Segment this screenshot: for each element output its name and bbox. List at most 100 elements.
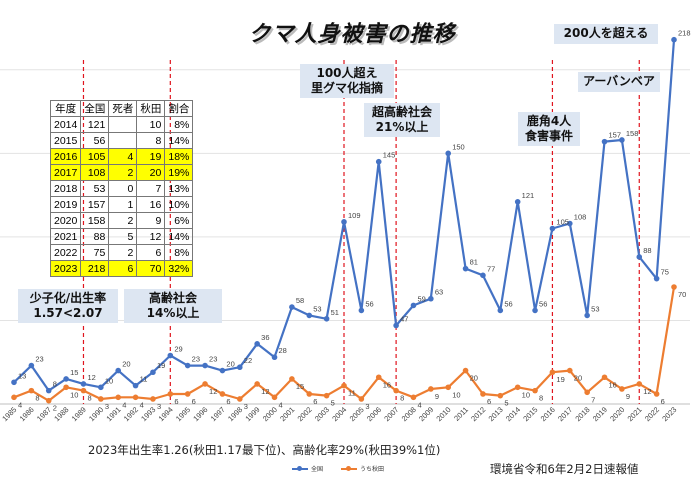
data-label-national: 105	[556, 218, 569, 227]
legend-label-national: 全国	[311, 466, 324, 473]
x-tick-label: 1985	[0, 405, 18, 423]
callout-urban-bear: アーバンベア	[578, 72, 660, 92]
cell-total: 88	[80, 228, 110, 245]
data-label-akita: 4	[122, 400, 126, 409]
cell-year: 2015	[49, 132, 82, 149]
x-tick-label: 2020	[608, 405, 626, 423]
data-label-akita: 9	[626, 392, 630, 401]
data-point-akita	[150, 396, 156, 402]
table-row: 2016 105 4 19 18%	[49, 148, 194, 165]
data-label-national: 20	[226, 360, 234, 369]
data-point-akita	[115, 394, 122, 401]
x-axis: 1985 1986 1987 1988 1989 1990 1991 1992 1993 1994…	[0, 405, 678, 423]
cell-akita: 16	[136, 196, 166, 213]
header-akita: 秋田	[136, 100, 166, 117]
cell-ratio: 13%	[164, 180, 194, 197]
source-note: 環境省令和6年2月2日速報値	[490, 462, 639, 476]
data-point-national	[306, 312, 313, 319]
data-point-national	[566, 220, 573, 227]
data-label-akita: 6	[192, 397, 196, 406]
data-label-national: 157	[609, 131, 622, 140]
data-label-akita: 12	[643, 387, 651, 396]
data-point-national	[549, 225, 556, 232]
chart-title: クマ人身被害の推移	[248, 22, 456, 47]
callout-super-aged: 超高齢社会 21%以上	[364, 103, 440, 137]
stats-table: 年度 全国 死者 秋田 割合 2014 121 10 8% 2015 56 8 14% 2016…	[49, 100, 194, 277]
data-label-akita: 19	[556, 375, 564, 384]
data-label-national: 77	[487, 264, 495, 273]
data-label-akita: 8	[87, 394, 91, 403]
table-row: 2021 88 5 12 14%	[49, 228, 194, 245]
cell-ratio: 8%	[164, 116, 194, 133]
data-label-akita: 4	[279, 400, 283, 409]
data-point-akita	[167, 391, 174, 397]
data-point-national	[497, 307, 504, 314]
data-point-akita	[63, 384, 69, 391]
x-tick-label: 2015	[521, 405, 539, 423]
x-tick-label: 1989	[70, 405, 88, 423]
x-tick-label: 2005	[348, 405, 366, 423]
x-tick-label: 2017	[556, 405, 574, 423]
data-point-national	[289, 304, 295, 310]
cell-total: 108	[80, 164, 110, 181]
table-row: 2018 53 0 7 13%	[49, 180, 194, 197]
data-label-akita: 8	[539, 394, 543, 403]
data-label-national: 75	[661, 268, 669, 277]
data-label-akita: 6	[226, 397, 230, 406]
cell-deaths: 0	[108, 180, 138, 197]
data-label-akita: 5	[331, 399, 335, 408]
cell-deaths: 1	[108, 196, 138, 213]
data-label-akita: 20	[574, 374, 582, 383]
data-label-national: 108	[574, 213, 587, 222]
cell-total: 121	[80, 116, 110, 133]
data-label-akita: 3	[157, 402, 161, 411]
cell-ratio: 18%	[164, 148, 194, 165]
x-tick-label: 2021	[626, 405, 644, 423]
data-point-akita	[549, 369, 556, 376]
data-point-akita	[375, 374, 382, 381]
data-label-national: 58	[296, 296, 304, 305]
data-point-national	[323, 315, 330, 322]
table-row: 2014 121 10 8%	[49, 116, 194, 133]
data-point-national	[45, 387, 52, 394]
cell-akita: 9	[136, 212, 166, 229]
data-label-national: 23	[192, 355, 200, 364]
data-point-national	[254, 341, 260, 347]
data-point-akita	[28, 387, 35, 394]
data-point-national	[601, 138, 608, 145]
cell-total: 157	[80, 196, 110, 213]
data-point-national	[271, 354, 278, 361]
cell-year: 2020	[49, 212, 82, 229]
data-label-national: 150	[452, 142, 465, 151]
data-label-akita: 5	[504, 399, 508, 408]
cell-deaths: 5	[108, 228, 138, 245]
data-point-national	[584, 312, 590, 319]
x-tick-label: 2000	[261, 405, 279, 423]
data-label-national: 56	[539, 299, 547, 308]
data-label-akita: 70	[678, 290, 686, 299]
data-point-national	[462, 265, 469, 272]
cell-akita: 8	[136, 132, 166, 149]
data-label-national: 11	[140, 375, 148, 384]
cell-akita: 7	[136, 180, 166, 197]
cell-year: 2023	[49, 260, 82, 277]
data-label-akita: 6	[313, 397, 317, 406]
x-tick-label: 1987	[35, 405, 53, 423]
data-point-national	[184, 362, 191, 369]
data-label-national: 121	[522, 191, 535, 200]
data-point-national	[428, 295, 434, 302]
x-tick-label: 2023	[660, 405, 678, 423]
data-point-national	[11, 379, 17, 386]
legend-swatch-akita	[341, 465, 358, 471]
data-label-national: 59	[417, 294, 425, 303]
data-label-national: 63	[435, 288, 443, 297]
data-point-akita	[619, 386, 625, 392]
cell-year: 2022	[49, 244, 82, 261]
data-point-national	[375, 158, 382, 165]
data-label-national: 13	[18, 371, 26, 380]
data-label-akita: 16	[383, 380, 391, 389]
data-label-national: 28	[279, 346, 287, 355]
data-point-national	[202, 362, 208, 369]
callout-birthrate: 少子化/出生率 1.57<2.07	[18, 289, 118, 323]
cell-akita: 6	[136, 244, 166, 261]
